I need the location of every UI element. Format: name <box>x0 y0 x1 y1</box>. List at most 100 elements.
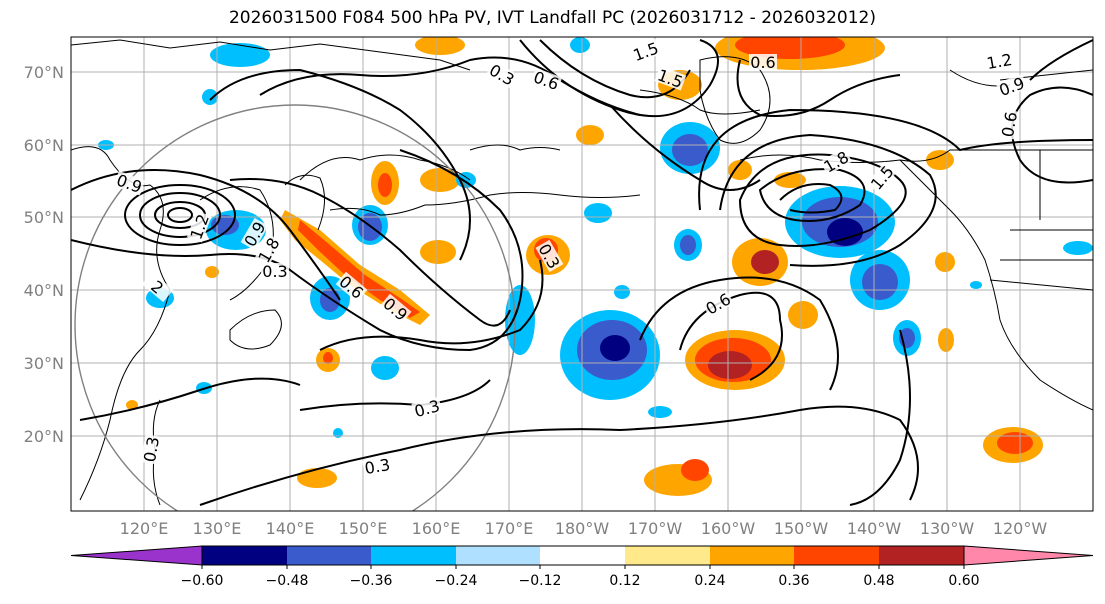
contour-label-bg <box>335 271 368 303</box>
warm-blob <box>735 37 845 59</box>
warm-blob <box>751 250 779 274</box>
cool-blob <box>202 89 218 105</box>
lon-label: 150°W <box>774 519 829 538</box>
contour-label-bg <box>819 147 853 176</box>
colorbar-segment <box>371 546 456 565</box>
lat-label: 60°N <box>24 136 64 155</box>
colorbar-tick-label: 0.48 <box>863 573 894 589</box>
warm-blob <box>728 160 752 180</box>
colorbar-segment <box>202 546 287 565</box>
cool-blob <box>570 37 590 53</box>
colorbar-segment <box>456 546 540 565</box>
warm-blob <box>938 328 954 352</box>
cool-blob <box>648 406 672 418</box>
colorbar-tick-label: 0.24 <box>694 573 725 589</box>
contour-labels: 1.51.50.3 0.60.6 1.20.90.60.91.21.8 1.50.91… <box>113 38 1028 478</box>
cool-blob <box>371 356 399 380</box>
colorbar-segment <box>879 546 964 565</box>
cool-blob <box>505 285 535 355</box>
colorbar-segment <box>794 546 879 565</box>
colorbar-tick-label: −0.12 <box>519 573 562 589</box>
cool-blob <box>970 281 982 289</box>
colorbar-tick-label: −0.36 <box>350 573 393 589</box>
latitude-labels: 70°N 60°N 50°N 40°N 30°N 20°N <box>24 63 64 446</box>
contour-label-bg <box>186 210 212 243</box>
colorbar-frame <box>201 545 965 566</box>
lon-label: 160°W <box>701 519 756 538</box>
contour-label-bg <box>140 434 162 465</box>
contour-label-bg <box>984 50 1015 72</box>
lat-label: 40°N <box>24 281 64 300</box>
lon-label: 180°W <box>555 519 610 538</box>
contour-label-bg <box>535 239 564 273</box>
lat-label: 30°N <box>24 354 64 373</box>
contour-label-bg <box>866 161 898 194</box>
colorbar: −0.60 −0.48 −0.36 −0.24 −0.12 0.12 0.24 0.36 0.4… <box>70 545 1094 589</box>
warm-blob <box>788 301 818 329</box>
longitude-labels: 120°E 130°E 140°E 150°E 160°E 170°E 180°W 170°W… <box>120 519 1048 538</box>
contour-label-bg <box>261 263 289 279</box>
cool-blob <box>584 203 612 223</box>
warm-blob <box>681 459 709 481</box>
contour-label: 0.6 <box>750 53 775 72</box>
cool-blob <box>614 285 630 299</box>
cool-blob <box>827 218 863 246</box>
contour-label-bg <box>254 233 283 267</box>
lon-label: 130°E <box>193 519 242 538</box>
lon-label: 170°E <box>485 519 534 538</box>
warm-blob <box>420 168 460 192</box>
cool-blob <box>1063 241 1093 255</box>
lon-label: 170°W <box>628 519 683 538</box>
colorbar-tick-label: −0.60 <box>181 573 224 589</box>
lat-label: 70°N <box>24 63 64 82</box>
warm-blob <box>205 266 219 278</box>
contour-label-bg <box>701 289 735 318</box>
warm-blob <box>323 352 333 364</box>
contour-label-bg <box>485 60 519 89</box>
warm-blob <box>708 351 752 379</box>
warm-blob <box>576 125 604 145</box>
cool-blob <box>320 288 340 312</box>
contour-label-bg <box>998 109 1020 140</box>
warm-blob <box>297 468 337 488</box>
contour-label-bg <box>240 217 269 251</box>
lat-label: 20°N <box>24 427 64 446</box>
warm-blob <box>298 220 420 318</box>
contour-label: 0.3 <box>140 435 163 463</box>
colorbar-segment <box>625 546 710 565</box>
warm-blob <box>935 252 955 272</box>
cool-blob <box>210 43 270 67</box>
colorbar-segment <box>287 546 371 565</box>
warm-blob <box>997 432 1033 454</box>
contour-label-bg <box>141 271 174 303</box>
contour-label-bg <box>629 38 662 64</box>
lon-label: 140°E <box>266 519 315 538</box>
chart-title: 2026031500 F084 500 hPa PV, IVT Landfall… <box>228 8 876 28</box>
map-frame <box>70 36 1094 512</box>
colorbar-tick-label: 0.36 <box>778 573 809 589</box>
warm-blob <box>420 240 456 264</box>
lat-label: 50°N <box>24 208 64 227</box>
warm-blob <box>415 37 465 55</box>
warm-blob <box>926 150 954 170</box>
contour-label: 1.2 <box>985 50 1013 73</box>
contour-label: 0.3 <box>262 262 287 281</box>
cool-blob <box>672 134 708 166</box>
contour-label-bg <box>362 455 393 477</box>
contour-label: 0.6 <box>998 110 1021 138</box>
colorbar-segment <box>540 546 625 565</box>
contour-label-bg <box>654 65 687 91</box>
lon-label: 120°W <box>993 519 1048 538</box>
lon-label: 120°E <box>120 519 169 538</box>
contour-label-bg <box>749 54 777 70</box>
warm-blob <box>126 400 138 410</box>
colorbar-extend-high <box>963 545 1094 566</box>
colorbar-extend-low <box>70 545 203 566</box>
cool-blob <box>680 235 696 255</box>
warm-blob <box>378 173 392 197</box>
contour-label-bg <box>379 293 412 325</box>
lon-label: 150°E <box>339 519 388 538</box>
colorbar-tick-label: 0.60 <box>948 573 979 589</box>
lon-label: 140°W <box>847 519 902 538</box>
